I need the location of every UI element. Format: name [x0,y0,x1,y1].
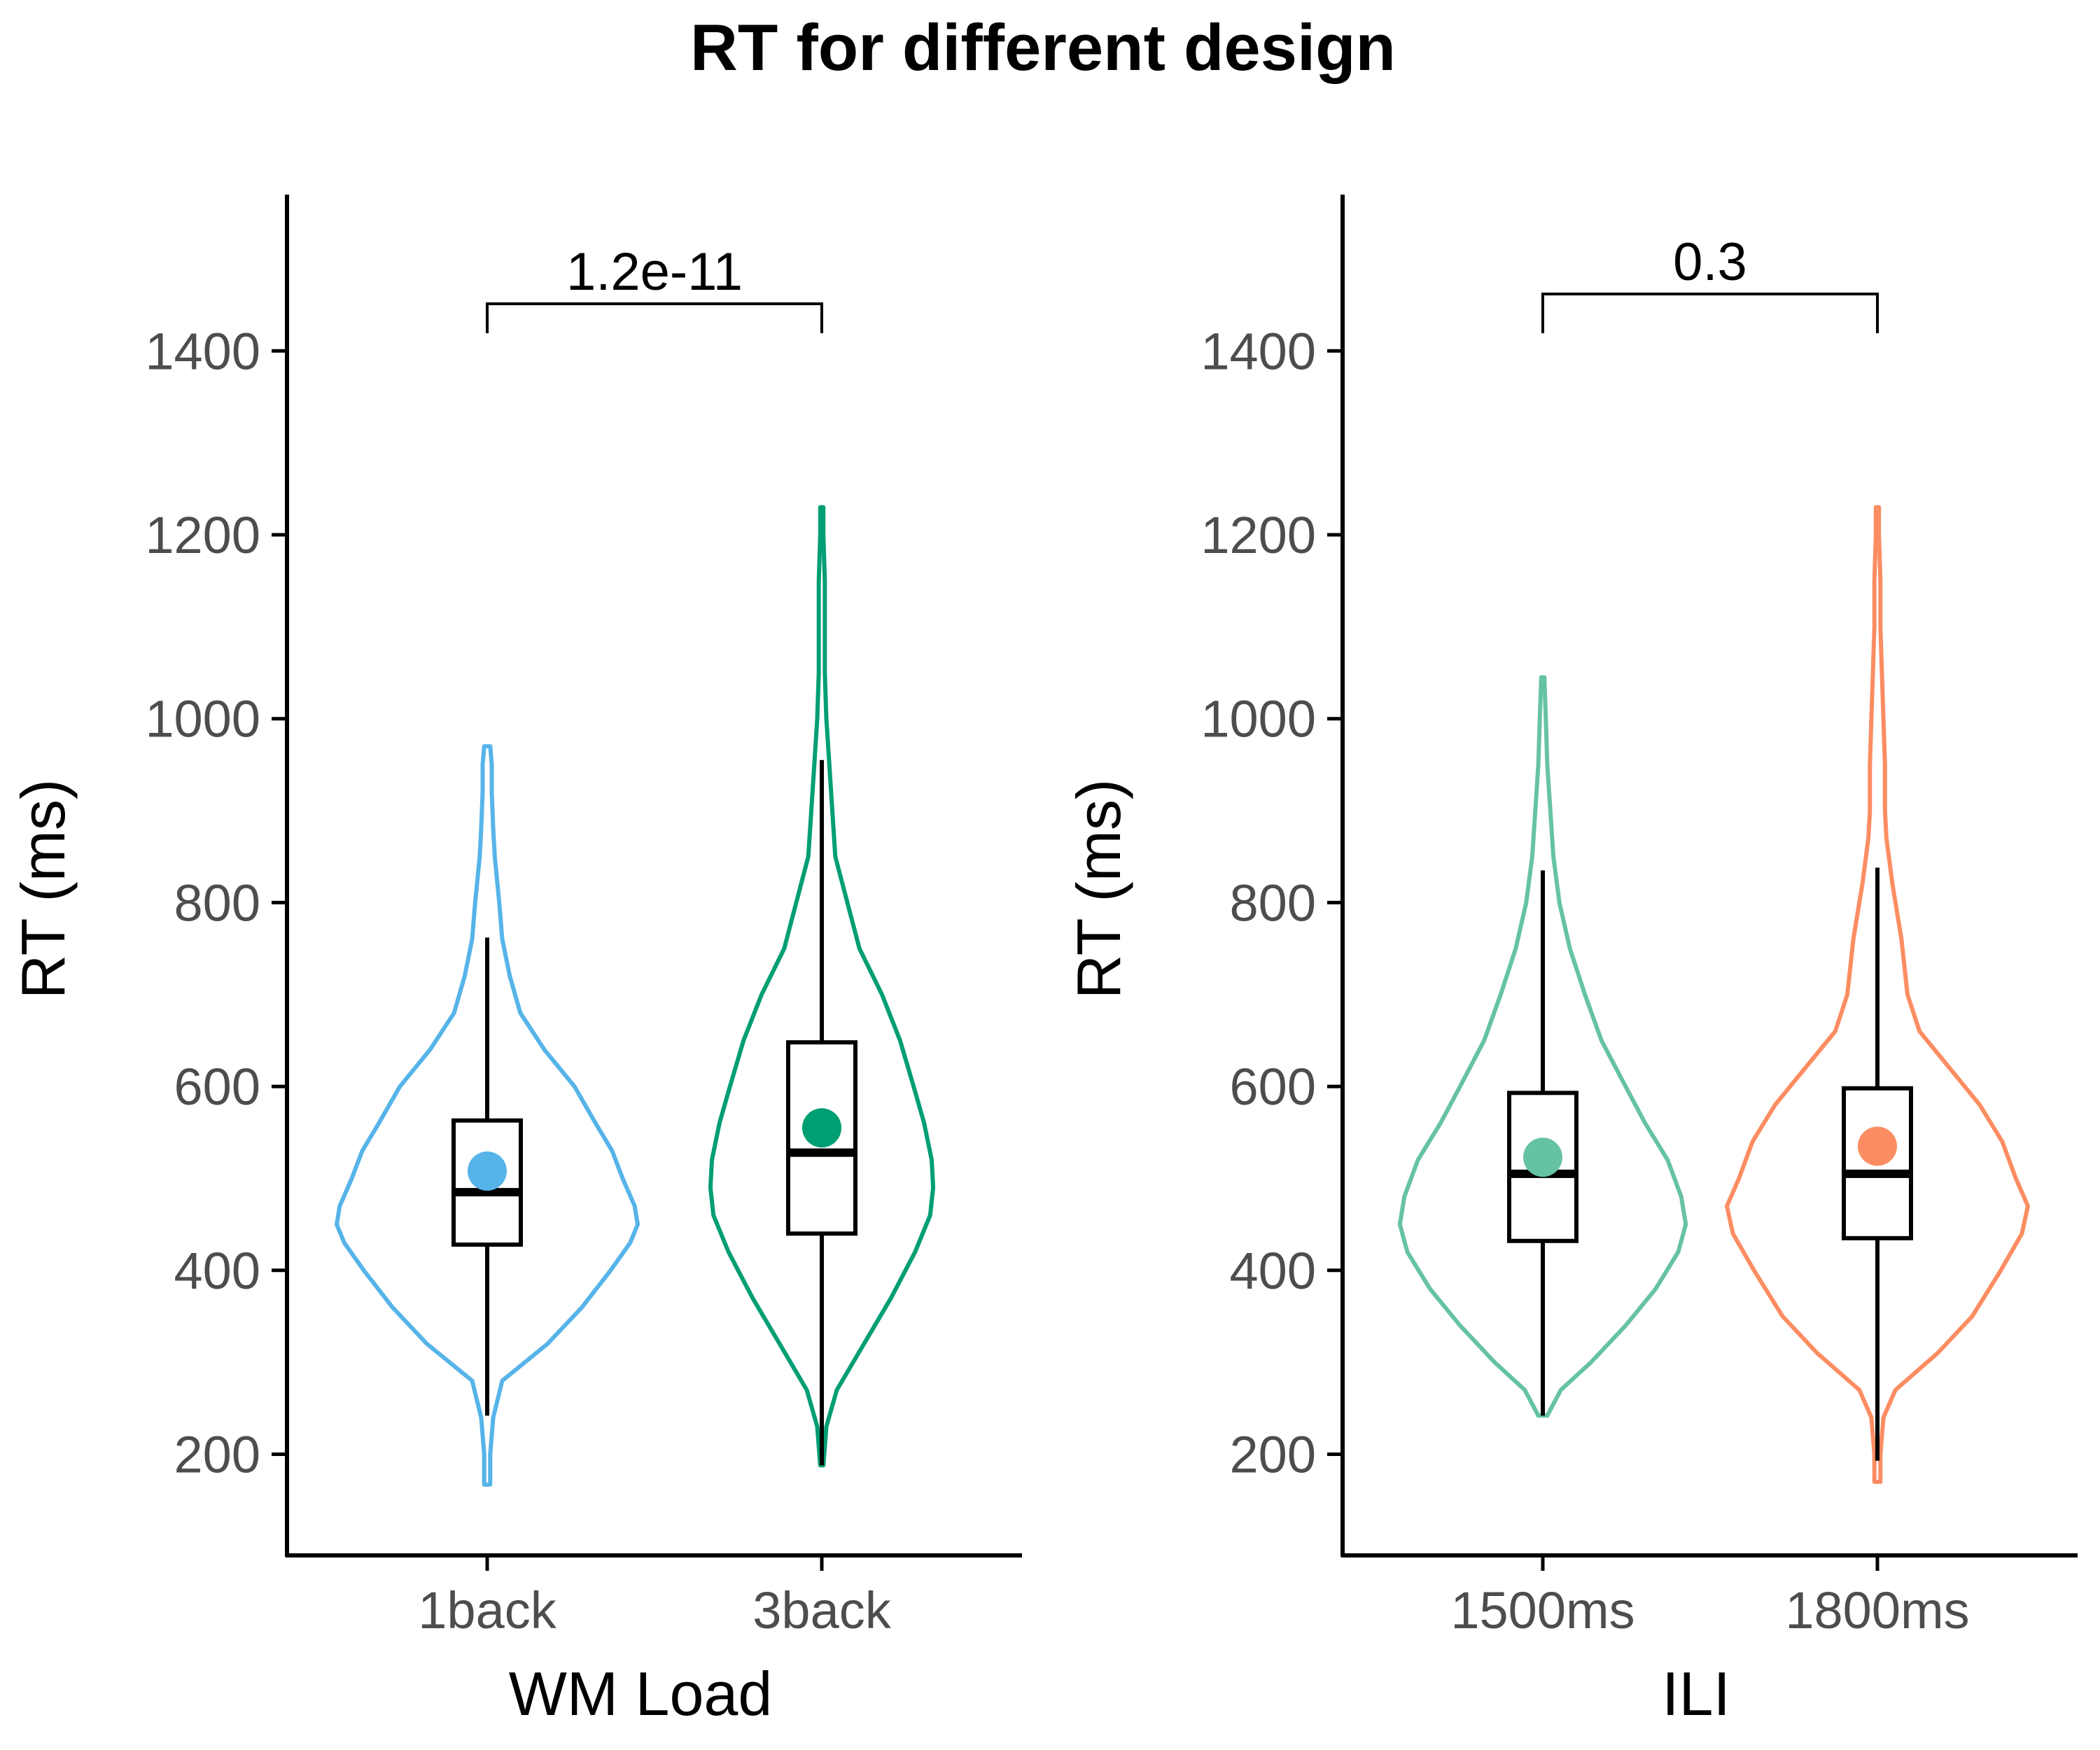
panel-ili: 200 400 600 800 1000 1200 1400 1500ms 1800ms ILI R… [1064,195,2078,1728]
mean-point-1800ms [1858,1126,1897,1166]
mean-point-1back [468,1151,507,1191]
violin-1800ms [1725,505,2030,1484]
y-tick-label: 400 [174,1242,260,1300]
mean-point-3back [802,1108,841,1148]
y-tick-label: 600 [1230,1058,1316,1116]
y-tick-label: 200 [1230,1426,1316,1484]
violin-1500ms [1397,675,1688,1418]
p-value-label: 0.3 [1673,232,1747,292]
chart-title: RT for different design [690,10,1396,84]
x-tick-label-1500ms: 1500ms [1450,1581,1634,1639]
x-axis-title: WM Load [509,1659,773,1728]
x-tick-label-1800ms: 1800ms [1785,1581,1969,1639]
y-tick-label: 1200 [1200,506,1316,564]
x-tick-label-3back: 3back [752,1581,891,1639]
significance-bracket [486,302,823,333]
y-tick-label: 200 [174,1426,260,1484]
y-tick-label: 1000 [1200,690,1316,748]
y-axis-title: RT (ms) [8,779,78,1000]
y-tick-label: 1200 [145,506,260,564]
y-tick-label: 400 [1230,1242,1316,1300]
p-value-label: 1.2e-11 [566,242,743,302]
violin-3back [708,505,936,1468]
y-tick-label: 800 [174,874,260,932]
panel-wm-load: 200 400 600 800 1000 1200 1400 1back 3back WM Loa… [8,195,1022,1728]
y-tick-label: 1400 [1200,322,1316,380]
y-axis-title: RT (ms) [1064,779,1133,1000]
x-tick-label-1back: 1back [418,1581,556,1639]
y-tick-label: 1000 [145,690,260,748]
significance-bracket [1541,293,1879,333]
mean-point-1500ms [1523,1138,1562,1177]
y-tick-label: 600 [174,1058,260,1116]
y-tick-label: 1400 [145,322,260,380]
x-axis-title: ILI [1662,1659,1730,1728]
violin-1back [335,744,640,1487]
y-tick-label: 800 [1230,874,1316,932]
